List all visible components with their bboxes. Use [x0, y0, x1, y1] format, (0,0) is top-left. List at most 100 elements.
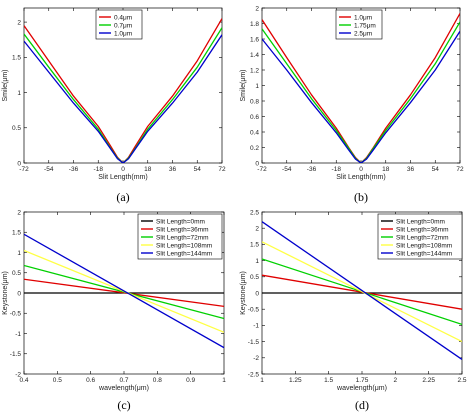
x-tick-label: 1 — [260, 377, 264, 384]
y-tick-label: -0.5 — [10, 311, 22, 318]
x-axis-label: Slit Length(mm) — [98, 174, 147, 181]
legend-entry: Slit Length=144mm — [396, 250, 452, 257]
chart-panel-b: -72 -54 -36 -18 0 18 36 54 72 0 0.2 0.4 0.6 0.8 1 1.2 1.… — [240, 5, 464, 204]
y-tick-label: 0 — [17, 160, 21, 167]
legend-entry: 1.0μm — [354, 14, 372, 21]
series-line-5 — [24, 233, 224, 349]
x-tick-label: -54 — [282, 166, 292, 173]
series-line-2 — [262, 21, 460, 163]
x-tick-label: 0.4 — [19, 377, 28, 384]
legend-entry: Slit Length=72mm — [396, 234, 449, 241]
x-tick-label: 0.7 — [119, 377, 128, 384]
y-tick-label: -2.5 — [248, 371, 260, 378]
x-tick-label: 1.75 — [356, 377, 369, 384]
x-tick-label: 0.9 — [186, 377, 195, 384]
x-tick-label: 72 — [456, 166, 464, 173]
x-tick-label: 54 — [432, 166, 440, 173]
x-axis-label: wavelength(μm) — [98, 385, 149, 392]
y-tick-label: 1.6 — [250, 36, 259, 43]
x-tick-label: 0.5 — [53, 377, 62, 384]
y-axis-label: Smile(μm) — [2, 69, 9, 101]
y-tick-label: 1.5 — [12, 230, 21, 237]
legend-entry: Slit Length=0mm — [396, 218, 445, 225]
chart-panel-c: 0.4 0.5 0.6 0.7 0.8 0.9 1 -2 -1.5 -1 -0.5 0 0.5 1 1.5 2… — [2, 209, 226, 412]
y-tick-label: 0.2 — [250, 145, 259, 152]
y-tick-label: 1.2 — [250, 67, 259, 74]
x-tick-label: 2.25 — [422, 377, 435, 384]
legend-entry: Slit Length=36mm — [156, 226, 209, 233]
y-axis-label: Keystone(μm) — [240, 271, 247, 315]
x-tick-label: 36 — [169, 166, 177, 173]
x-axis-label: Slit Length(mm) — [336, 174, 385, 181]
legend-entry: Slit Length=36mm — [396, 226, 449, 233]
y-tick-label: 1 — [17, 90, 21, 97]
series-line-4 — [262, 241, 462, 343]
y-tick-label: 0 — [255, 290, 259, 297]
y-axis-label: Smile(μm) — [240, 69, 247, 101]
x-tick-label: -36 — [69, 166, 79, 173]
y-tick-label: 0.5 — [12, 125, 21, 132]
legend-entry: Slit Length=72mm — [156, 234, 209, 241]
y-tick-label: 1 — [255, 83, 259, 90]
x-tick-label: 1 — [222, 377, 226, 384]
x-tick-label: 0.8 — [153, 377, 162, 384]
x-tick-label: 0 — [121, 166, 125, 173]
legend-entry: Slit Length=108mm — [396, 242, 452, 249]
x-tick-label: 18 — [144, 166, 152, 173]
y-tick-label: 2.5 — [250, 209, 259, 216]
x-axis-label: wavelength(μm) — [336, 385, 387, 392]
series-line-3 — [24, 34, 222, 163]
x-tick-label: -72 — [257, 166, 267, 173]
x-tick-label: 1.25 — [289, 377, 302, 384]
y-tick-label: 2 — [17, 209, 21, 216]
y-tick-label: 0.5 — [250, 274, 259, 281]
panel-caption: (a) — [116, 190, 129, 204]
y-tick-label: -1 — [253, 323, 259, 330]
y-tick-label: 0.4 — [250, 129, 259, 136]
x-tick-label: 2 — [394, 377, 398, 384]
series-line-2 — [24, 278, 224, 308]
series-line-1 — [262, 13, 460, 163]
y-tick-label: 1 — [17, 250, 21, 257]
legend-entry: Slit Length=0mm — [156, 218, 205, 225]
x-tick-label: -36 — [307, 166, 317, 173]
panel-caption: (c) — [117, 398, 130, 412]
y-tick-label: 1.4 — [250, 52, 259, 59]
x-tick-label: 2.5 — [457, 377, 466, 384]
y-tick-label: -1 — [15, 331, 21, 338]
chart-panel-a: -72 -54 -36 -18 0 18 36 54 72 0 0.5 1 1.5 2 Slit Lengt… — [2, 7, 226, 204]
y-tick-label: 1.8 — [250, 21, 259, 28]
legend-entry: 2.5μm — [354, 30, 372, 37]
x-tick-label: -54 — [44, 166, 54, 173]
x-tick-label: -72 — [19, 166, 29, 173]
y-tick-label: 2 — [255, 226, 259, 233]
y-tick-label: -2 — [15, 371, 21, 378]
legend-entry: 1.75μm — [354, 22, 376, 29]
y-tick-label: 2 — [255, 5, 259, 12]
x-tick-label: 72 — [218, 166, 226, 173]
series-line-1 — [24, 18, 222, 163]
y-tick-label: -1.5 — [248, 339, 260, 346]
legend-entry: 0.7μm — [114, 22, 132, 29]
panel-caption: (b) — [354, 190, 368, 204]
x-tick-label: 54 — [194, 166, 202, 173]
legend-entry: Slit Length=108mm — [156, 242, 212, 249]
y-tick-label: 2 — [17, 19, 21, 26]
legend-box — [95, 9, 143, 40]
x-tick-label: 36 — [407, 166, 415, 173]
series-line-2 — [24, 27, 222, 163]
x-tick-label: -18 — [94, 166, 104, 173]
x-tick-label: 18 — [382, 166, 390, 173]
y-tick-label: 1 — [255, 258, 259, 265]
series-line-5 — [262, 221, 462, 360]
series-line-3 — [262, 30, 460, 163]
y-tick-label: 0 — [255, 160, 259, 167]
legend-entry: 1.0μm — [114, 30, 132, 37]
x-tick-label: 1.5 — [324, 377, 333, 384]
y-axis-label: Keystone(μm) — [2, 271, 9, 315]
chart-panel-d: 1 1.25 1.5 1.75 2 2.25 2.5 -2.5 -2 -1.5 -1 -0.5 0 0.5… — [240, 209, 467, 412]
y-tick-label: 1.5 — [12, 55, 21, 62]
y-tick-label: 0 — [17, 290, 21, 297]
legend-entry: Slit Length=144mm — [156, 250, 212, 257]
